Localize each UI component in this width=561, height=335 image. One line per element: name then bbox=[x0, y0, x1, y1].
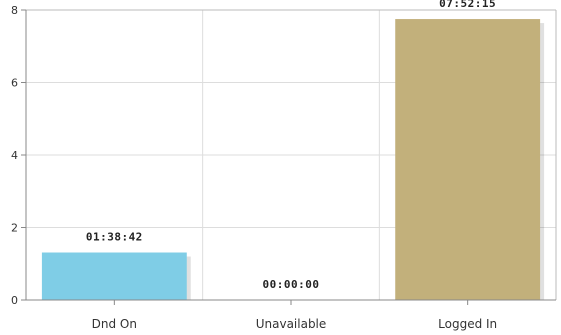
axes bbox=[21, 9, 557, 305]
x-category-label: Logged In bbox=[438, 317, 497, 331]
bar[interactable] bbox=[41, 252, 187, 300]
bar[interactable] bbox=[395, 19, 541, 300]
bar-data-label: 07:52:15 bbox=[439, 0, 496, 10]
y-tick-label: 2 bbox=[11, 222, 18, 235]
y-tick-label: 4 bbox=[11, 149, 18, 162]
bar-data-label: 01:38:42 bbox=[86, 231, 143, 244]
bar-data-label: 00:00:00 bbox=[263, 278, 320, 291]
y-tick-label: 0 bbox=[11, 294, 18, 307]
x-category-label: Unavailable bbox=[256, 317, 327, 331]
y-tick-label: 8 bbox=[11, 4, 18, 17]
labels: 0 2 4 6 8 01:38:42 Dnd On 00:00:00 Unavailable 07… bbox=[11, 0, 497, 331]
x-category-label: Dnd On bbox=[92, 317, 137, 331]
y-tick-label: 6 bbox=[11, 77, 18, 90]
bars bbox=[41, 19, 545, 300]
